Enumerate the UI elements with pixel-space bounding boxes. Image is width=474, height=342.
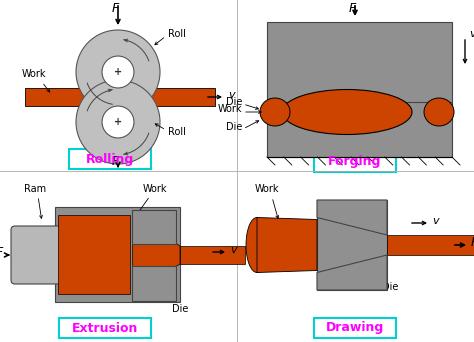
- Text: Roll: Roll: [168, 127, 186, 137]
- Ellipse shape: [424, 98, 454, 126]
- Text: v: v: [228, 90, 235, 100]
- Text: v: v: [230, 245, 237, 255]
- Polygon shape: [317, 255, 387, 290]
- FancyBboxPatch shape: [11, 226, 64, 284]
- Circle shape: [102, 56, 134, 88]
- Polygon shape: [257, 218, 317, 273]
- FancyBboxPatch shape: [59, 318, 151, 338]
- Text: F: F: [0, 247, 3, 260]
- Bar: [317, 200, 387, 290]
- Bar: [267, 22, 452, 122]
- Text: Forging: Forging: [328, 156, 382, 169]
- FancyBboxPatch shape: [69, 149, 151, 169]
- Circle shape: [76, 80, 160, 164]
- Bar: [55, 207, 180, 302]
- Ellipse shape: [246, 218, 268, 273]
- Ellipse shape: [282, 90, 412, 134]
- Text: Drawing: Drawing: [326, 321, 384, 334]
- Bar: [267, 102, 452, 157]
- FancyBboxPatch shape: [25, 88, 215, 106]
- Bar: [133, 210, 176, 244]
- Text: Extrusion: Extrusion: [72, 321, 138, 334]
- Text: Die: Die: [226, 97, 242, 107]
- Text: Ram: Ram: [24, 184, 46, 194]
- Text: Roll: Roll: [168, 29, 186, 39]
- Text: Work: Work: [218, 104, 242, 114]
- Text: Die: Die: [226, 122, 242, 132]
- Text: Work: Work: [255, 184, 280, 194]
- Bar: [180, 246, 245, 264]
- Polygon shape: [317, 200, 387, 235]
- Text: Work: Work: [143, 184, 167, 194]
- Polygon shape: [133, 215, 180, 294]
- Bar: [387, 235, 474, 255]
- Circle shape: [102, 106, 134, 138]
- Text: v: v: [469, 29, 474, 39]
- Ellipse shape: [260, 98, 290, 126]
- Text: F: F: [471, 237, 474, 250]
- Text: Rolling: Rolling: [86, 153, 134, 166]
- Text: F: F: [348, 2, 356, 15]
- FancyBboxPatch shape: [314, 318, 396, 338]
- Circle shape: [76, 30, 160, 114]
- Text: F: F: [111, 2, 118, 15]
- Text: Die: Die: [382, 282, 398, 292]
- Bar: [133, 266, 176, 301]
- FancyBboxPatch shape: [314, 152, 396, 172]
- Text: F: F: [111, 155, 118, 168]
- Text: +: +: [114, 117, 122, 127]
- Text: Work: Work: [22, 69, 46, 79]
- Text: Die: Die: [172, 304, 188, 314]
- Text: v: v: [432, 216, 438, 226]
- Text: +: +: [114, 67, 122, 77]
- Bar: [58, 215, 130, 294]
